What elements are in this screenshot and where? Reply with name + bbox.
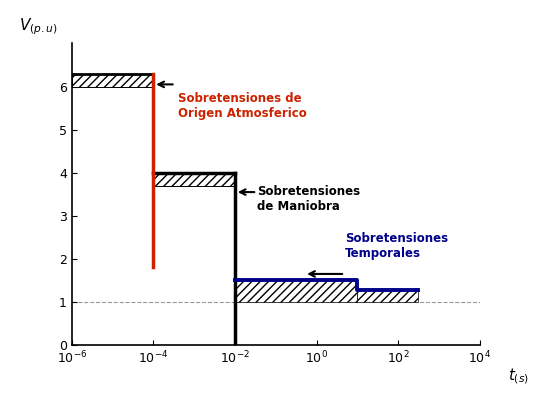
Text: Sobretensiones de
Origen Atmosferico: Sobretensiones de Origen Atmosferico xyxy=(178,92,307,120)
Text: Sobretensiones
Temporales: Sobretensiones Temporales xyxy=(345,232,448,260)
Text: $V_{(p.u)}$: $V_{(p.u)}$ xyxy=(19,17,57,37)
Text: Sobretensiones
de Maniobra: Sobretensiones de Maniobra xyxy=(257,185,360,212)
Text: $t_{(s)}$: $t_{(s)}$ xyxy=(508,366,529,386)
